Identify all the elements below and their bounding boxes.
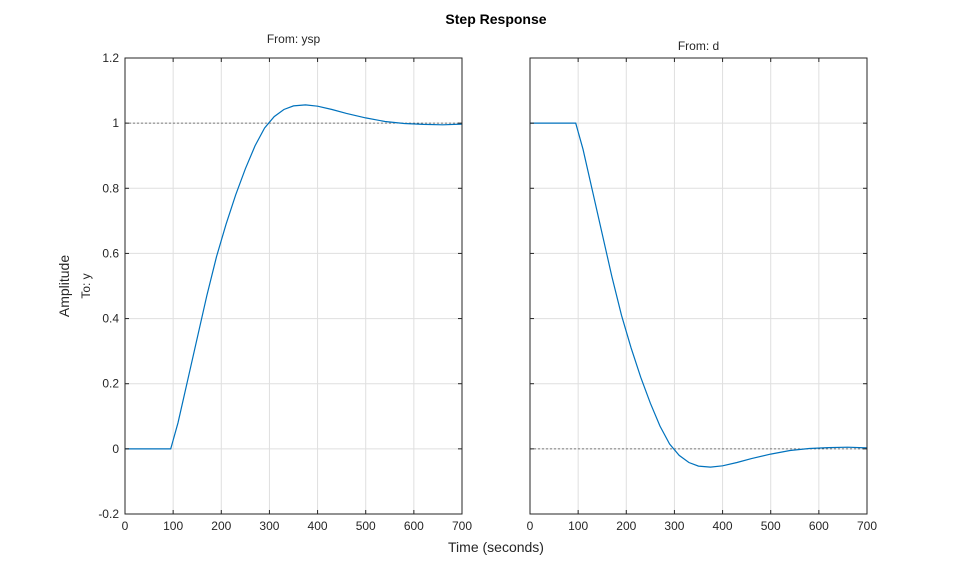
x-tick-label-4: 400 [713, 519, 733, 533]
row-label: To: y [79, 273, 93, 298]
y-tick-label-3: 0.4 [102, 312, 119, 326]
x-tick-label-7: 700 [857, 519, 877, 533]
x-tick-label-7: 700 [452, 519, 472, 533]
x-tick-label-0: 0 [527, 519, 534, 533]
y-tick-label-6: 1 [112, 116, 119, 130]
x-tick-label-1: 100 [163, 519, 183, 533]
y-tick-label-0: -0.2 [98, 507, 119, 521]
x-tick-label-5: 500 [761, 519, 781, 533]
y-tick-label-5: 0.8 [102, 181, 119, 195]
panel-title: From: ysp [267, 32, 321, 46]
panel-2: 0 100 200 300 400 500 600 700 From: d [527, 39, 878, 533]
x-tick-label-2: 200 [616, 519, 636, 533]
y-tick-label-7: 1.2 [102, 51, 119, 65]
panels: 0 100 200 300 400 500 600 700-0.200.20.40.60.81… [98, 32, 877, 533]
plot-area [125, 58, 462, 514]
y-axis-label: Amplitude [56, 255, 72, 317]
axes-box [529, 57, 868, 515]
x-tick-label-0: 0 [122, 519, 129, 533]
x-tick-label-6: 600 [809, 519, 829, 533]
x-tick-label-4: 400 [308, 519, 328, 533]
y-tick-label-1: 0 [112, 442, 119, 456]
x-tick-label-6: 600 [404, 519, 424, 533]
y-tick-label-2: 0.2 [102, 377, 119, 391]
chart-title: Step Response [445, 11, 546, 27]
panel-title: From: d [678, 39, 719, 53]
series-line-1 [530, 122, 868, 468]
x-tick-label-5: 500 [356, 519, 376, 533]
x-axis-label: Time (seconds) [448, 539, 544, 555]
x-tick-label-2: 200 [211, 519, 231, 533]
x-tick-label-3: 300 [259, 519, 279, 533]
plot-area [530, 58, 867, 514]
x-tick-label-1: 100 [568, 519, 588, 533]
x-tick-label-3: 300 [664, 519, 684, 533]
panel-1: 0 100 200 300 400 500 600 700-0.200.20.40.60.81… [98, 32, 472, 533]
axes-box [124, 57, 463, 515]
y-tick-label-4: 0.6 [102, 246, 119, 260]
series-line-1 [125, 104, 463, 450]
